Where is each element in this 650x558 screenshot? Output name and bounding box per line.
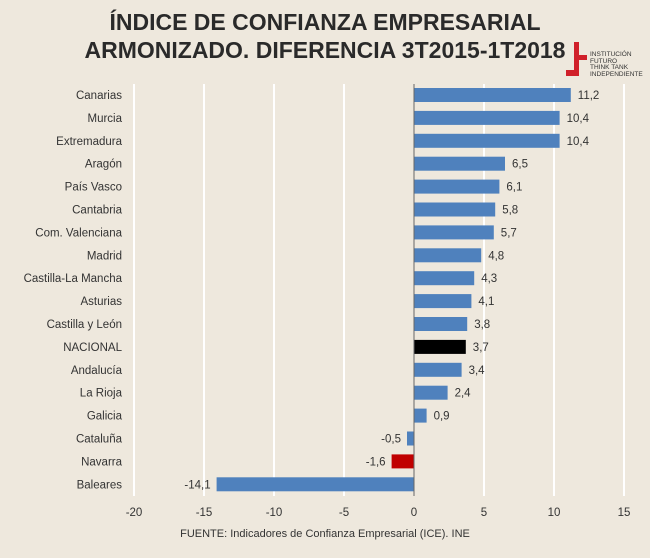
x-tick-label: 5 [481, 507, 487, 519]
data-label: 5,7 [501, 227, 517, 239]
bar [414, 179, 500, 194]
data-label: -0,5 [381, 434, 401, 446]
x-tick-label: -5 [339, 507, 349, 519]
data-label: 6,1 [506, 182, 522, 194]
category-label: Cantabria [72, 205, 122, 217]
category-label: Madrid [87, 250, 122, 262]
x-tick-label: -15 [196, 507, 213, 519]
data-label: 10,4 [567, 113, 590, 125]
bar [391, 454, 414, 469]
bar [414, 385, 448, 400]
source-footer: FUENTE: Indicadores de Confianza Empresa… [180, 528, 470, 540]
data-label: -1,6 [366, 456, 386, 468]
category-label: La Rioja [80, 388, 123, 400]
bar [414, 271, 475, 286]
category-label: Extremadura [56, 136, 122, 148]
data-label: 2,4 [455, 388, 472, 400]
category-label: NACIONAL [63, 342, 122, 354]
bar [414, 408, 427, 423]
bar [414, 156, 505, 171]
category-label: País Vasco [65, 182, 122, 194]
data-label: 5,8 [502, 205, 518, 217]
bar [407, 431, 414, 446]
data-label: 4,3 [481, 273, 497, 285]
data-label: 10,4 [567, 136, 590, 148]
x-tick-label: 15 [618, 507, 631, 519]
logo-text: INSTITUCIÓN FUTURO THINK TANK INDEPENDIENTE [590, 51, 643, 78]
bar [216, 477, 414, 492]
bar [414, 294, 472, 309]
bar [414, 202, 496, 217]
category-label: Cataluña [76, 434, 123, 446]
x-tick-label: -10 [266, 507, 283, 519]
category-label: Canarias [76, 90, 122, 102]
category-label: Aragón [85, 159, 122, 171]
category-label: Andalucía [71, 365, 123, 377]
data-label: 4,1 [478, 296, 494, 308]
bar [414, 225, 494, 240]
bar [414, 248, 482, 263]
data-label: 4,8 [488, 250, 504, 262]
bar [414, 110, 560, 125]
data-label: 0,9 [434, 411, 450, 423]
bar [414, 339, 466, 354]
category-label: Navarra [81, 456, 123, 468]
category-label: Asturias [80, 296, 122, 308]
x-tick-label: -20 [126, 507, 143, 519]
data-label: 6,5 [512, 159, 528, 171]
category-label: Com. Valenciana [35, 227, 122, 239]
category-label: Baleares [77, 479, 123, 491]
x-tick-label: 0 [411, 507, 417, 519]
chart-title-line1: ÍNDICE DE CONFIANZA EMPRESARIAL [109, 9, 541, 35]
bar [414, 362, 462, 377]
category-label: Murcia [87, 113, 122, 125]
category-label: Castilla-La Mancha [24, 273, 123, 285]
category-label: Galicia [87, 411, 123, 423]
bar [414, 317, 468, 331]
data-label: -14,1 [184, 479, 210, 491]
data-label: 11,2 [578, 90, 600, 102]
bar [414, 133, 560, 148]
category-label: Castilla y León [47, 319, 122, 331]
logo-icon [566, 42, 587, 76]
x-tick-label: 10 [548, 507, 561, 519]
chart-title-line2: ARMONIZADO. DIFERENCIA 3T2015-1T2018 [84, 37, 566, 63]
data-label: 3,7 [473, 342, 489, 354]
data-label: 3,4 [469, 365, 486, 377]
bar [414, 88, 571, 102]
data-label: 3,8 [474, 319, 490, 331]
